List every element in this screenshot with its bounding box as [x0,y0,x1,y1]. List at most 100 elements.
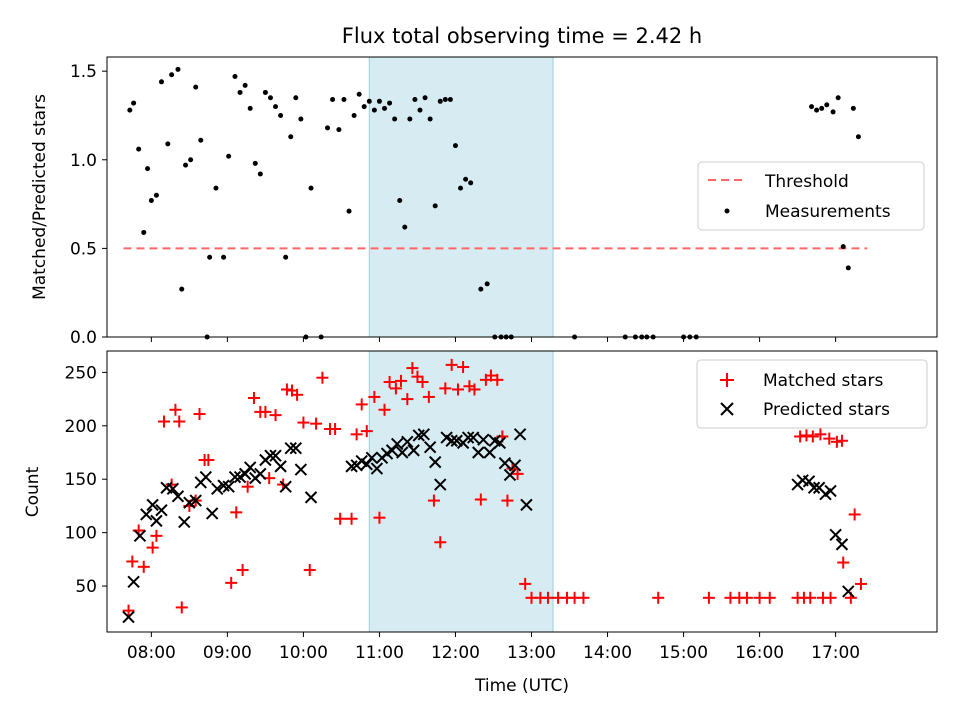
matched-star-point [126,555,139,568]
measurement-point [366,98,372,104]
matched-star-point [175,601,188,614]
matched-star-point [150,529,163,542]
top-legend-box [697,161,925,231]
matched-star-point [269,409,282,422]
bottom-legend-box [696,359,928,429]
measurement-point [442,97,448,103]
bottom-x-tick-label: 10:00 [279,643,328,663]
matched-star-point [406,362,419,375]
matched-star-point [259,405,272,418]
measurement-point [361,104,367,110]
matched-star-point [225,576,238,589]
matched-star-point [122,604,135,617]
measurement-point [830,109,836,115]
matched-star-point [439,382,452,395]
top-y-tick-label: 1.5 [70,62,97,82]
predicted-star-point [483,446,496,459]
measurement-point [845,265,851,271]
measurement-point [127,107,133,113]
matched-star-point [303,564,316,577]
measurement-point [131,100,137,106]
bottom-x-tick-label: 11:00 [355,643,404,663]
matched-star-point [848,508,861,521]
measurement-point [330,97,336,103]
measurement-point [417,107,423,113]
predicted-star-point [461,431,475,444]
predicted-star-point [155,503,168,517]
matched-star-point [316,371,329,384]
bottom-x-tick-label: 17:00 [811,643,860,663]
predicted-star-point [842,585,855,598]
bottom-axes-frame [106,350,938,633]
predicted-star-point [824,484,837,498]
bottom-x-tick-label: 12:00 [431,643,480,663]
matched-star-point [457,361,470,374]
measurement-point [198,137,204,143]
predicted-star-point [264,449,277,462]
matched-star-point [804,591,817,604]
matched-star-point [814,428,827,441]
legend-measurements-marker [724,208,730,214]
matched-star-point [541,591,554,604]
top-x-ticks [150,337,837,342]
measurement-point [835,95,841,101]
predicted-star-point [370,462,384,475]
measurement-point [283,254,289,260]
predicted-star-point [428,455,442,469]
predicted-star-point [365,451,379,465]
matched-star-point [422,390,435,403]
measurement-point [213,185,219,191]
matched-star-point [368,390,381,403]
predicted-star-point [133,529,147,543]
matched-star-point [511,467,524,480]
legend-threshold-label: Threshold [764,172,849,192]
measurement-point [175,66,181,72]
measurement-point [824,102,830,108]
predicted-star-point [835,538,849,551]
matched-star-point [753,591,766,604]
matched-star-point [474,493,487,506]
predicted-star-point [407,444,420,457]
predicted-star-point [228,470,242,484]
measurement-point [165,141,171,147]
bottom-x-tick-label: 15:00 [659,643,708,663]
legend-predicted-marker [720,402,734,416]
matched-star-point [169,403,182,416]
measurement-point [148,198,154,204]
predicted-star-point [503,468,517,482]
top-panel: Flux total observing time = 2.42 h 0.00.… [30,24,938,348]
bottom-x-tick-label: 16:00 [735,643,784,663]
predicted-star-point [205,507,219,520]
legend-matched-label: Matched stars [763,371,883,391]
top-y-tick-label: 0.0 [70,328,97,348]
predicted-star-point [122,610,135,624]
bottom-y-tick-label: 250 [65,363,97,383]
bottom-legend: Matched stars Predicted stars [696,359,928,429]
predicted-star-point [508,459,522,472]
measurement-point [188,157,194,163]
matched-star-point [383,375,396,388]
measurement-point [247,105,253,111]
matched-star-point [360,425,373,438]
matched-star-point [137,560,150,573]
predicted-star-point [289,442,303,455]
bottom-x-axis-label: Time (UTC) [474,676,569,696]
top-legend: Threshold Measurements [697,161,925,231]
measurement-point [392,116,398,122]
measurement-point [242,82,248,88]
measurement-point [484,281,490,287]
predicted-star-point [498,456,512,470]
matched-star-point [193,408,206,421]
predicted-star-point [423,440,437,454]
predicted-star-point [294,463,308,476]
bottom-highlight-span [368,350,554,633]
measurement-point [158,79,164,85]
matched-star-point [794,430,807,443]
matched-star-point [146,541,159,554]
measurement-point [252,160,258,166]
predicted-star-point [166,482,180,496]
measurement-point [351,112,357,118]
matched-star-point [345,512,358,525]
measurement-point [262,89,268,95]
matched-star-point [247,392,260,405]
